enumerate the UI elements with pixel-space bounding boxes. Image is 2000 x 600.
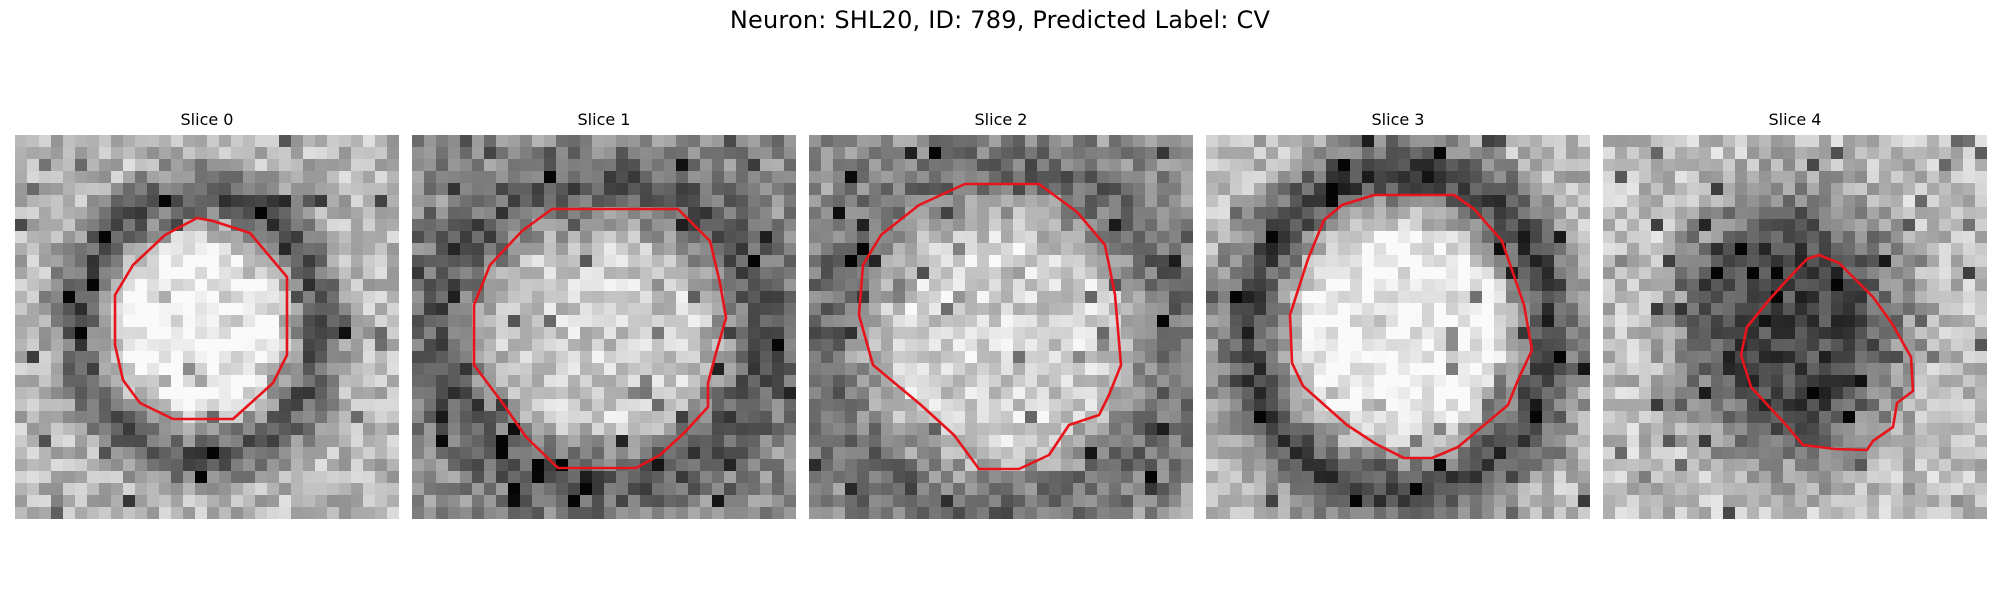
slice-title: Slice 0 [180,110,234,129]
slice-title: Slice 3 [1371,110,1425,129]
segmentation-contour [472,207,728,470]
pixel-grid [1603,135,1987,519]
slice-panel-3: Slice 3 [1206,0,1590,520]
pixel-grid [15,135,399,519]
pixel-grid [1206,135,1590,519]
slice-image [809,135,1193,519]
pixel-grid [412,135,796,519]
segmentation-contour [857,182,1123,471]
slice-image [15,135,399,519]
segmentation-contour [1288,193,1534,460]
figure-title: Neuron: SHL20, ID: 789, Predicted Label:… [729,6,1271,34]
slice-panel-0: Slice 0 [15,0,399,520]
segmentation-contour [113,216,289,421]
slice-panel-2: Slice 2 [809,0,1193,520]
slice-panel-1: Slice 1 [412,0,796,520]
slice-title: Slice 2 [974,110,1028,129]
pixel-grid [809,135,1193,519]
slice-image [1206,135,1590,519]
slice-image [412,135,796,519]
slice-panel-4: Slice 4 [1603,0,1987,520]
slice-image [1603,135,1987,519]
slice-title: Slice 4 [1768,110,1822,129]
segmentation-contour [1739,253,1915,452]
slice-title: Slice 1 [577,110,631,129]
